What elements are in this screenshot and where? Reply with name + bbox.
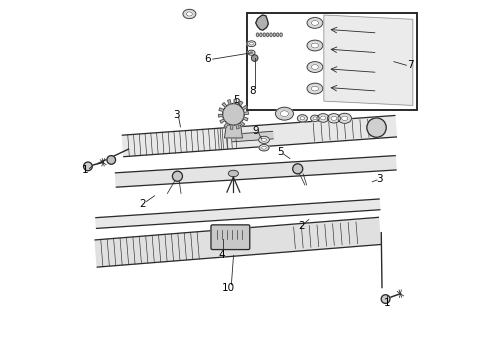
Ellipse shape [187, 12, 192, 16]
Ellipse shape [320, 116, 326, 120]
Ellipse shape [270, 33, 272, 37]
Ellipse shape [263, 33, 266, 37]
Polygon shape [240, 121, 245, 126]
Text: 3: 3 [376, 174, 383, 184]
Ellipse shape [307, 40, 323, 51]
Text: 8: 8 [249, 86, 255, 96]
Text: 2: 2 [298, 221, 305, 231]
Ellipse shape [247, 41, 256, 46]
Ellipse shape [249, 42, 253, 45]
Text: 3: 3 [173, 110, 180, 120]
Polygon shape [224, 125, 243, 138]
Ellipse shape [273, 33, 275, 37]
Polygon shape [222, 103, 227, 107]
Ellipse shape [256, 33, 259, 37]
Polygon shape [116, 156, 396, 187]
Polygon shape [234, 99, 237, 104]
Text: 5: 5 [277, 147, 284, 157]
Ellipse shape [267, 33, 269, 37]
Polygon shape [95, 217, 381, 267]
Ellipse shape [259, 136, 270, 143]
FancyBboxPatch shape [211, 225, 250, 249]
Ellipse shape [318, 114, 329, 122]
Polygon shape [96, 199, 380, 228]
Ellipse shape [250, 51, 253, 54]
Ellipse shape [307, 18, 323, 28]
Polygon shape [219, 108, 224, 112]
Ellipse shape [338, 113, 351, 123]
Ellipse shape [259, 144, 269, 151]
Circle shape [381, 295, 390, 303]
Ellipse shape [262, 138, 267, 141]
Circle shape [172, 171, 182, 181]
Circle shape [367, 118, 386, 137]
Text: 4: 4 [219, 250, 225, 260]
Text: 1: 1 [82, 165, 89, 175]
Polygon shape [243, 117, 248, 121]
Ellipse shape [331, 116, 337, 120]
Polygon shape [256, 15, 269, 30]
Ellipse shape [183, 9, 196, 19]
Ellipse shape [307, 62, 323, 72]
Ellipse shape [297, 115, 307, 122]
Polygon shape [244, 112, 248, 114]
Ellipse shape [262, 146, 266, 149]
Text: 5: 5 [233, 95, 239, 105]
Polygon shape [224, 123, 228, 127]
Bar [247, 13, 417, 110]
Circle shape [107, 156, 116, 164]
Text: 1: 1 [383, 298, 390, 308]
Ellipse shape [313, 117, 317, 120]
Text: 2: 2 [140, 199, 146, 209]
Ellipse shape [280, 111, 289, 117]
Ellipse shape [280, 33, 282, 37]
Ellipse shape [311, 86, 318, 91]
Text: 10: 10 [222, 283, 235, 293]
Ellipse shape [275, 107, 294, 120]
Ellipse shape [307, 83, 323, 94]
Ellipse shape [276, 33, 279, 37]
Ellipse shape [300, 117, 305, 120]
Polygon shape [230, 125, 233, 129]
Ellipse shape [311, 43, 318, 48]
Ellipse shape [228, 170, 239, 177]
Ellipse shape [311, 64, 318, 69]
Circle shape [84, 162, 92, 171]
Polygon shape [324, 15, 413, 105]
Text: 7: 7 [407, 60, 414, 70]
Text: 9: 9 [252, 126, 259, 136]
Ellipse shape [327, 114, 341, 123]
Ellipse shape [342, 116, 348, 121]
Polygon shape [227, 100, 231, 104]
Circle shape [293, 164, 303, 174]
Ellipse shape [311, 21, 318, 25]
Polygon shape [239, 101, 243, 106]
Circle shape [251, 55, 258, 61]
Ellipse shape [311, 115, 319, 122]
Polygon shape [220, 119, 225, 123]
Polygon shape [232, 131, 273, 142]
Ellipse shape [248, 50, 255, 55]
Polygon shape [219, 114, 223, 117]
Polygon shape [242, 105, 247, 110]
Circle shape [222, 104, 244, 125]
Polygon shape [122, 116, 396, 157]
Text: 6: 6 [204, 54, 211, 64]
Polygon shape [236, 124, 240, 129]
Ellipse shape [260, 33, 262, 37]
